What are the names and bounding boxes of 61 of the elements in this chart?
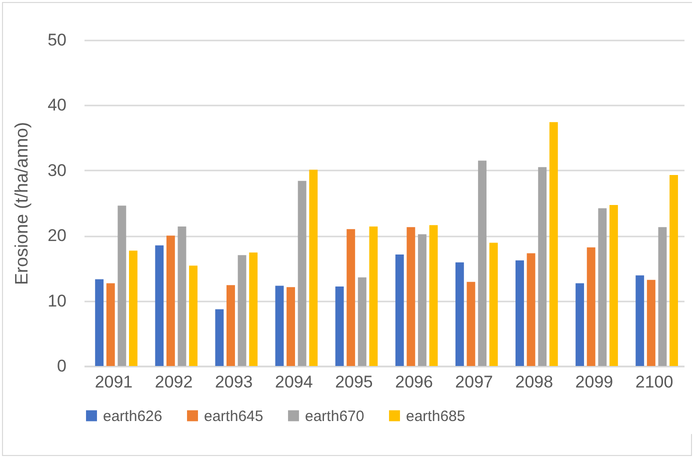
bar [646, 280, 656, 366]
bar [189, 266, 198, 366]
bar [226, 285, 235, 366]
x-tick-label: 2095 [335, 372, 373, 392]
bar [155, 245, 164, 366]
bar [298, 180, 306, 366]
bar [128, 250, 138, 366]
y-tick-label: 0 [57, 356, 66, 376]
bar [516, 260, 524, 366]
bar [489, 242, 498, 366]
legend-label: earth645 [204, 408, 264, 425]
bar [586, 247, 596, 366]
bar [335, 286, 344, 366]
y-axis-title: Erosione (t/ha/anno) [12, 122, 32, 286]
bar [238, 255, 246, 366]
bar [275, 286, 284, 366]
bar [609, 204, 618, 366]
bar [106, 283, 115, 366]
bar [215, 309, 224, 366]
x-tick-label: 2097 [455, 372, 494, 392]
bar [526, 253, 536, 366]
y-tick-label: 10 [48, 291, 66, 310]
bar [549, 122, 558, 366]
x-tick-label: 2098 [515, 372, 554, 392]
bar [395, 254, 404, 366]
bar [538, 167, 547, 366]
legend-label: earth685 [406, 408, 466, 425]
bar [166, 236, 175, 366]
x-tick-label: 2092 [154, 372, 193, 392]
bar [118, 206, 126, 366]
bar [249, 252, 258, 366]
bar [369, 226, 378, 366]
y-tick-label: 50 [48, 30, 66, 50]
bar [598, 208, 607, 366]
bar [658, 227, 667, 366]
bar [346, 229, 356, 366]
bar [309, 170, 318, 366]
x-tick-label: 2093 [214, 372, 253, 392]
bar [576, 283, 584, 366]
bar [178, 226, 186, 366]
y-tick-label: 20 [48, 226, 66, 246]
bar [670, 174, 678, 366]
x-tick-label: 2099 [575, 372, 614, 392]
legend-label: earth670 [305, 408, 364, 425]
bar [478, 160, 487, 366]
y-tick-label: 40 [48, 96, 66, 115]
bar [95, 279, 104, 366]
x-tick-label: 2094 [274, 372, 313, 392]
bar [406, 227, 416, 366]
y-tick-label: 30 [48, 160, 66, 180]
x-tick-label: 2096 [395, 372, 433, 392]
x-tick-label: 2100 [635, 372, 674, 392]
bar [418, 234, 426, 366]
legend-label: earth626 [103, 408, 162, 425]
bar [358, 277, 366, 366]
bar [429, 225, 438, 366]
bar [455, 262, 464, 366]
bar [466, 282, 476, 366]
bar [286, 287, 296, 366]
x-tick-label: 2091 [94, 372, 133, 392]
bar [636, 275, 644, 366]
